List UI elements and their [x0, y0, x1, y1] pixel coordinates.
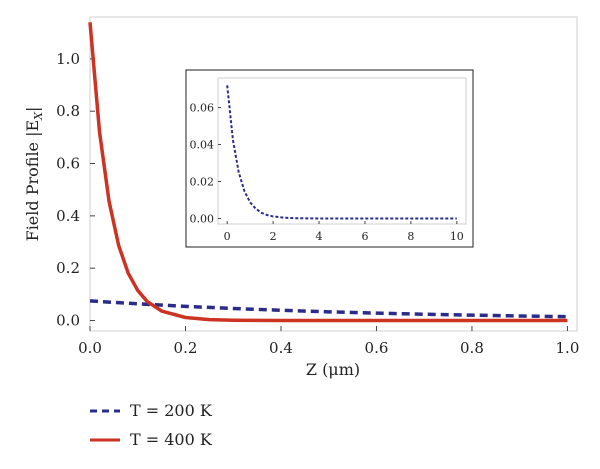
- y-tick-label: 0.06: [190, 102, 215, 115]
- y-axis-label: Field Profile |EX|: [23, 107, 45, 242]
- x-tick-label: 10: [450, 230, 464, 243]
- x-tick-label: 6: [361, 230, 368, 243]
- y-tick-label: 1.0: [56, 50, 80, 68]
- y-tick-label: 0.04: [190, 139, 215, 152]
- legend: T = 200 K T = 400 K: [90, 401, 213, 449]
- y-tick-label: 0.2: [56, 259, 80, 277]
- y-tick-label: 0.6: [56, 155, 80, 173]
- series-line-1: [88, 22, 568, 323]
- inset-tick-labels: 0 2 4 6 8 10 0.00 0.02 0.04 0.06: [190, 102, 464, 243]
- x-tick-label: 0.4: [269, 339, 293, 357]
- legend-label-200k: T = 200 K: [130, 401, 213, 420]
- inset-frame: [185, 69, 474, 248]
- inset-plot-frame: [217, 77, 467, 225]
- y-tick-label: 0.00: [190, 212, 215, 225]
- y-tick-label: 0.0: [56, 312, 80, 330]
- main-series: [88, 22, 568, 323]
- y-tick-label: 0.02: [190, 175, 215, 188]
- x-tick-label: 0.0: [78, 339, 102, 357]
- x-tick-label: 0.8: [460, 339, 484, 357]
- x-tick-label: 0.6: [365, 339, 389, 357]
- y-tick-label: 0.4: [56, 207, 80, 225]
- x-tick-label: 1.0: [556, 339, 580, 357]
- x-tick-label: 0: [224, 230, 231, 243]
- main-tick-labels: 0.0 0.2 0.4 0.6 0.8 1.0 0.0 0.2 0.4 0.6 0.8 1.0: [56, 50, 579, 357]
- series-line-0: [89, 299, 568, 319]
- y-tick-label: 0.8: [56, 102, 80, 120]
- x-tick-label: 0.2: [174, 339, 198, 357]
- legend-label-400k: T = 400 K: [130, 430, 213, 449]
- x-tick-label: 2: [270, 230, 277, 243]
- x-tick-label: 8: [407, 230, 414, 243]
- inset-ticks: [218, 107, 458, 224]
- plot-frame: [89, 16, 578, 332]
- series-line-0: [226, 85, 457, 220]
- inset-series: [226, 85, 457, 220]
- x-tick-label: 4: [316, 230, 323, 243]
- x-axis-label: Z (μm): [306, 360, 360, 379]
